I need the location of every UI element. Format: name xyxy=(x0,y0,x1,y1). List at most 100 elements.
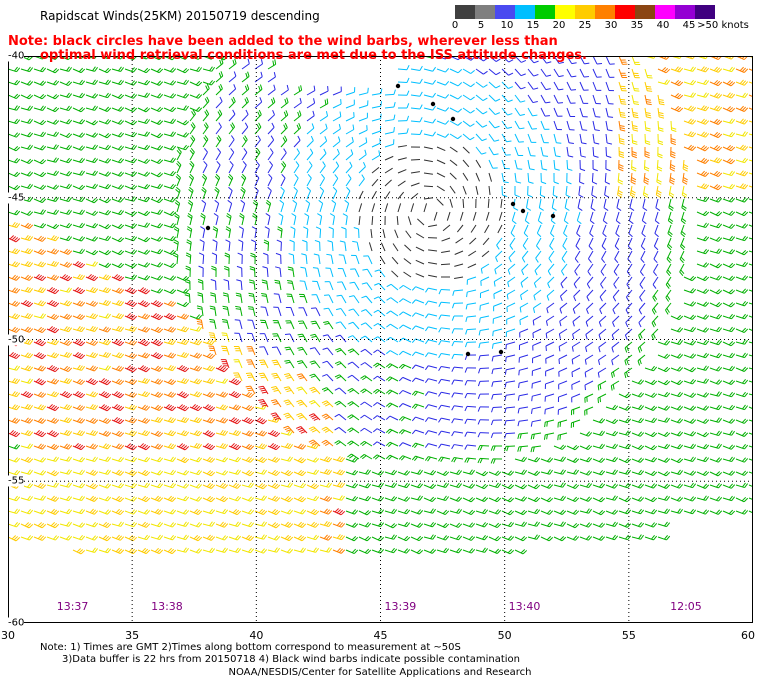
wind-barb xyxy=(279,199,285,213)
wind-barb xyxy=(150,547,164,555)
wind-barb xyxy=(657,94,665,106)
wind-barb xyxy=(397,470,411,476)
wind-barb xyxy=(8,287,21,294)
wind-barb xyxy=(8,146,21,152)
wind-barb xyxy=(466,289,477,298)
wind-barb xyxy=(288,253,295,265)
wind-barb xyxy=(59,261,73,268)
wind-barb xyxy=(319,136,328,148)
wind-barb xyxy=(124,184,138,190)
wind-barb xyxy=(163,222,177,229)
wind-barb xyxy=(150,378,164,385)
wind-barb xyxy=(72,378,86,385)
color-bar-label: 0 xyxy=(451,20,459,31)
wind-barb xyxy=(345,457,359,463)
wind-barb xyxy=(20,105,34,111)
wind-barb xyxy=(241,58,250,70)
wind-barb xyxy=(85,535,99,541)
wind-barb xyxy=(657,535,671,541)
wind-barb xyxy=(215,96,223,109)
wind-barb xyxy=(210,278,217,291)
wind-barb xyxy=(564,198,570,211)
wind-barb xyxy=(72,469,86,475)
wind-barb xyxy=(220,359,230,369)
wind-barb xyxy=(411,299,425,304)
wind-barb xyxy=(735,482,749,489)
wind-barb xyxy=(501,68,514,76)
wind-barb xyxy=(488,535,502,542)
wind-barb xyxy=(176,338,190,346)
wind-barb xyxy=(667,224,673,238)
wind-barb xyxy=(464,457,477,463)
wind-barb xyxy=(98,67,112,74)
wind-barb xyxy=(280,442,294,449)
wind-barb xyxy=(189,314,203,320)
wind-barb xyxy=(398,403,412,408)
wind-barb xyxy=(241,521,255,528)
wind-barb xyxy=(246,332,256,343)
wind-barb xyxy=(345,99,355,109)
wind-barb xyxy=(297,346,308,356)
wind-barb xyxy=(228,58,237,70)
wind-barb xyxy=(308,426,321,434)
wind-barb xyxy=(665,302,672,315)
wind-barb xyxy=(137,430,151,437)
color-bar-label: 20 xyxy=(552,20,566,31)
wind-barb xyxy=(407,216,412,226)
wind-barb xyxy=(228,71,237,83)
wind-barb xyxy=(137,92,151,98)
wind-barb xyxy=(271,386,282,395)
wind-barb xyxy=(59,274,73,282)
wind-barb xyxy=(451,379,464,385)
wind-barb xyxy=(748,458,753,461)
wind-barb xyxy=(373,322,386,330)
wind-barb xyxy=(111,391,125,399)
wind-barb xyxy=(241,547,255,554)
wind-barb xyxy=(590,198,596,211)
wind-barb xyxy=(284,333,295,343)
wind-barb xyxy=(604,185,610,198)
wind-barb xyxy=(696,131,710,138)
wind-barb xyxy=(544,393,555,402)
wind-barb xyxy=(271,346,282,356)
wind-barb xyxy=(490,419,503,426)
wind-barb xyxy=(240,199,246,213)
wind-barb xyxy=(33,287,47,294)
wind-barb xyxy=(438,340,451,346)
wind-barb xyxy=(111,313,125,320)
wind-barb xyxy=(20,312,34,319)
wind-barb xyxy=(111,417,125,425)
wind-barb xyxy=(163,509,177,515)
wind-barb xyxy=(85,404,99,411)
wind-barb xyxy=(475,508,489,515)
wind-barb xyxy=(488,172,493,182)
wind-barb xyxy=(696,339,710,346)
wind-barb xyxy=(310,333,321,343)
wind-barb xyxy=(228,186,233,200)
wind-barb xyxy=(436,67,450,73)
wind-barb xyxy=(573,289,581,302)
wind-barb xyxy=(150,443,164,450)
wind-barb xyxy=(505,354,516,363)
wind-barb xyxy=(176,313,190,320)
wind-barb xyxy=(488,94,501,102)
wind-barb xyxy=(624,354,633,366)
wind-barb xyxy=(20,378,34,384)
wind-barb xyxy=(298,307,308,317)
wind-barb xyxy=(72,548,86,555)
wind-barb xyxy=(748,341,753,344)
wind-barb xyxy=(358,536,372,542)
wind-barb xyxy=(72,107,86,113)
wind-barb xyxy=(532,302,542,313)
wind-barb xyxy=(309,347,321,356)
wind-barb xyxy=(618,159,624,172)
contamination-marker xyxy=(430,101,436,107)
wind-barb xyxy=(260,306,269,317)
wind-barb xyxy=(683,105,697,112)
wind-barb xyxy=(137,222,151,228)
wind-barb xyxy=(293,535,307,542)
wind-barb xyxy=(314,239,321,252)
wind-barb xyxy=(425,313,438,319)
wind-barb xyxy=(639,289,646,302)
wind-barb xyxy=(20,222,34,229)
